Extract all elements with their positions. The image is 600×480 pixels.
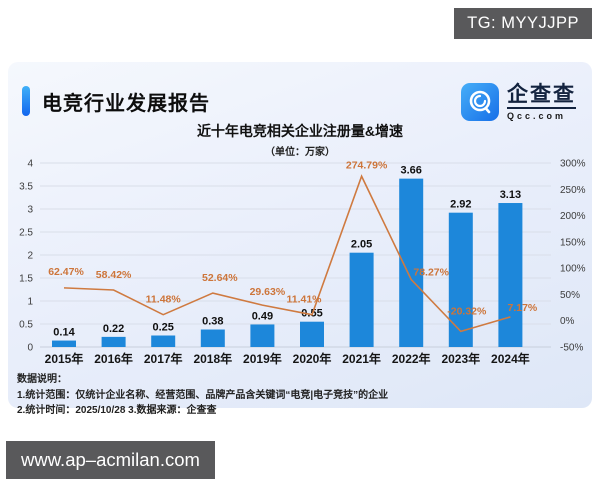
qcc-logo-text: 企查查 Qcc.com	[507, 83, 576, 121]
bar	[52, 340, 76, 347]
left-axis-tick: 1.5	[19, 274, 33, 285]
right-axis-tick: 0%	[560, 316, 575, 327]
x-axis-label: 2018年	[193, 351, 232, 366]
bar	[250, 324, 275, 347]
growth-rate-label: -20.32%	[447, 305, 487, 317]
left-axis-tick: 1	[27, 297, 33, 308]
growth-rate-label: 78.27%	[413, 267, 449, 279]
right-axis-tick: 200%	[560, 211, 586, 222]
bar-value-label: 0.49	[252, 310, 273, 322]
growth-rate-label: 11.41%	[286, 294, 322, 306]
right-axis-tick: 50%	[560, 290, 580, 301]
left-axis-tick: 2.5	[19, 228, 33, 239]
growth-rate-label: 62.47%	[48, 266, 84, 278]
bar-value-label: 3.66	[400, 165, 421, 177]
bar	[349, 252, 374, 347]
right-axis-tick: 250%	[560, 185, 586, 196]
qcc-logo-icon	[461, 83, 499, 121]
left-axis-tick: 3.5	[19, 182, 33, 193]
right-axis-tick: 300%	[560, 159, 586, 170]
bar	[200, 329, 225, 347]
right-axis-tick: 150%	[560, 237, 586, 248]
x-axis-label: 2016年	[94, 351, 133, 366]
x-axis-label: 2024年	[491, 351, 530, 366]
bar-value-label: 0.14	[53, 327, 75, 339]
growth-line	[63, 174, 511, 333]
registration-growth-chart: 4 3.5 3 2.5 2 1.5 1 0.5 0 300% 250% 200% 150% 100% 50%…	[19, 159, 586, 367]
growth-rate-label: 29.63%	[250, 286, 286, 298]
bar-value-label: 3.13	[500, 189, 521, 201]
x-axis-label: 2017年	[144, 351, 183, 366]
chart-title-block: 近十年电竞相关企业注册量&增速 （单位：万家）	[8, 121, 592, 158]
left-axis-tick: 0.5	[19, 320, 33, 331]
telegram-contact-badge: TG: MYYJJPP	[454, 8, 592, 39]
growth-rate-label: 7.17%	[508, 302, 538, 314]
bar-value-label: 2.05	[351, 239, 372, 251]
bar-value-label: 0.38	[202, 316, 223, 328]
bar	[101, 336, 126, 347]
bar-value-label: 2.92	[450, 199, 471, 211]
notes-line-1: 1.统计范围：仅统计企业名称、经营范围、品牌产品含关键词“电竞|电子竞技”的企业	[17, 389, 389, 401]
growth-rate-label: 52.64%	[202, 272, 238, 284]
growth-rate-label: 11.48%	[146, 294, 182, 306]
right-axis-tick: 100%	[560, 264, 586, 275]
report-title: 电竞行业发展报告	[42, 92, 210, 115]
notes-line-2: 2.统计时间：2025/10/28 3.数据来源：企查查	[17, 405, 217, 416]
title-accent-bar	[22, 86, 30, 116]
bar-value-label: 0.22	[103, 323, 124, 335]
left-axis-tick: 0	[27, 343, 33, 354]
x-axis-label: 2022年	[392, 351, 431, 366]
bar	[151, 335, 176, 347]
left-axis-tick: 3	[27, 205, 33, 216]
data-notes: 数据说明： 1.统计范围：仅统计企业名称、经营范围、品牌产品含关键词“电竞|电子…	[8, 372, 592, 419]
x-axis-label: 2023年	[441, 351, 480, 366]
left-axis-tick: 4	[27, 159, 33, 170]
qcc-logo-domain: Qcc.com	[507, 110, 567, 121]
growth-rate-label: 58.42%	[96, 269, 132, 281]
x-axis-label: 2019年	[243, 351, 282, 366]
x-axis-label: 2015年	[45, 351, 84, 366]
x-axis-label: 2020年	[293, 351, 332, 366]
qcc-logo: 企查查 Qcc.com	[460, 82, 576, 122]
watermark-url: www.ap–acmilan.com	[6, 441, 215, 479]
qcc-logo-name: 企查查	[507, 83, 576, 109]
chart-title: 近十年电竞相关企业注册量&增速	[196, 123, 404, 139]
report-card: 电竞行业发展报告 企查查 Qcc.com 近十年电竞相关企业注册量&增速 （单位…	[8, 62, 592, 416]
right-axis-tick: -50%	[560, 343, 583, 354]
notes-heading: 数据说明：	[17, 374, 67, 385]
chart-subtitle: （单位：万家）	[265, 147, 335, 158]
growth-rate-label: 274.79%	[346, 159, 388, 171]
bar-value-label: 0.25	[152, 322, 173, 334]
report-header: 电竞行业发展报告 企查查 Qcc.com	[8, 62, 592, 121]
bar	[448, 212, 473, 347]
x-axis-label: 2021年	[342, 351, 381, 366]
left-axis-tick: 2	[27, 251, 33, 262]
bar	[498, 203, 523, 347]
bar	[300, 321, 324, 347]
